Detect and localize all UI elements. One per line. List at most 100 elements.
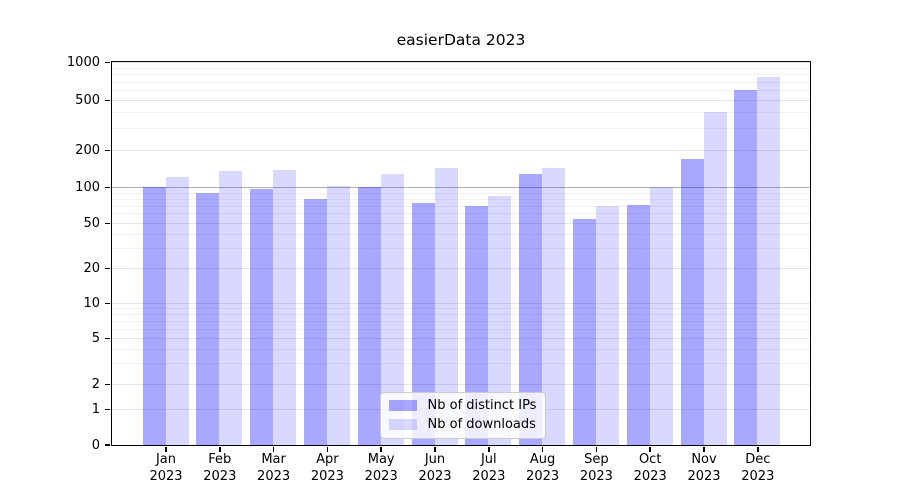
bar-downloads xyxy=(595,206,619,445)
x-tick-label: Jun 2023 xyxy=(403,451,467,485)
grid-minor-line xyxy=(111,67,810,69)
x-tick-month: Aug xyxy=(529,452,556,467)
y-tick-mark xyxy=(105,408,110,411)
grid-minor-line xyxy=(111,90,810,92)
bar-downloads xyxy=(219,171,243,445)
x-tick-label: Apr 2023 xyxy=(295,451,359,485)
y-tick-mark xyxy=(105,302,110,305)
y-tick-mark xyxy=(105,267,110,270)
y-tick-mark xyxy=(105,444,110,446)
x-tick-month: Sep xyxy=(584,452,609,467)
bar-downloads xyxy=(703,112,727,445)
bar-distinct-ips xyxy=(303,198,327,445)
x-tick-mark xyxy=(272,446,275,452)
x-tick-mark xyxy=(434,446,436,452)
grid-minor-line xyxy=(111,213,810,215)
x-tick-month: Jun xyxy=(424,452,446,467)
legend-item-downloads: Nb of downloads xyxy=(388,416,537,433)
y-tick-label: 20 xyxy=(83,260,100,276)
grid-major-line xyxy=(111,267,810,269)
y-tick-mark xyxy=(105,61,110,64)
x-tick-month: Dec xyxy=(745,452,771,467)
legend-label-downloads: Nb of downloads xyxy=(427,416,536,432)
bar-downloads xyxy=(488,196,512,445)
grid-minor-line xyxy=(111,112,810,114)
y-tick-mark xyxy=(105,222,110,225)
x-tick-year: 2023 xyxy=(310,469,344,484)
grid-minor-line xyxy=(111,198,810,200)
bar-distinct-ips xyxy=(626,204,650,445)
grid-major-line xyxy=(111,150,810,152)
bar-distinct-ips xyxy=(680,158,704,445)
x-tick-year: 2023 xyxy=(687,469,721,484)
legend-swatch-distinct-ips-icon xyxy=(388,400,417,411)
x-tick-label: Mar 2023 xyxy=(242,451,306,485)
bar-downloads xyxy=(326,186,350,445)
y-tick-label: 0 xyxy=(91,437,100,453)
bar-downloads xyxy=(380,174,404,445)
y-tick-label: 50 xyxy=(83,215,100,231)
bar-distinct-ips xyxy=(250,189,274,445)
x-tick-year: 2023 xyxy=(633,469,667,484)
x-tick-month: Mar xyxy=(261,452,286,467)
x-tick-month: Jul xyxy=(480,452,497,467)
grid-minor-line xyxy=(111,205,810,207)
bar-downloads xyxy=(273,170,297,445)
x-tick-month: Oct xyxy=(638,452,662,467)
x-tick-mark xyxy=(649,446,651,452)
bar-distinct-ips xyxy=(465,206,489,445)
x-tick-label: May 2023 xyxy=(349,451,413,485)
x-tick-label: Sep 2023 xyxy=(564,451,628,485)
x-tick-month: Jan xyxy=(155,452,177,467)
y-tick-mark xyxy=(105,383,110,386)
y-tick-mark xyxy=(105,149,110,152)
x-tick-label: Nov 2023 xyxy=(672,451,736,485)
y-tick-label: 200 xyxy=(75,143,100,159)
x-tick-label: Dec 2023 xyxy=(726,451,790,485)
bar-distinct-ips xyxy=(411,202,435,445)
x-tick-year: 2023 xyxy=(418,469,452,484)
x-tick-year: 2023 xyxy=(364,469,398,484)
x-tick-mark xyxy=(703,446,705,452)
legend-label-distinct-ips: Nb of distinct IPs xyxy=(427,397,537,413)
y-tick-label: 10 xyxy=(83,295,100,311)
bar-downloads xyxy=(165,177,189,445)
x-tick-mark xyxy=(541,446,544,452)
y-tick-label: 100 xyxy=(75,180,100,196)
grid-minor-line xyxy=(111,247,810,249)
bar-downloads xyxy=(542,167,566,445)
grid-major-line xyxy=(111,302,810,304)
x-tick-label: Feb 2023 xyxy=(188,451,252,485)
y-tick-mark xyxy=(105,337,110,340)
x-tick-year: 2023 xyxy=(579,469,613,484)
x-tick-label: Jul 2023 xyxy=(457,451,521,485)
bar-downloads xyxy=(434,168,458,445)
bar-downloads xyxy=(757,77,781,445)
plot-area: Nb of distinct IPs Nb of downloads xyxy=(110,60,811,446)
grid-major-line xyxy=(111,337,810,339)
x-tick-mark xyxy=(757,446,759,452)
x-tick-month: Nov xyxy=(691,452,717,467)
x-tick-label: Jan 2023 xyxy=(134,451,198,485)
y-tick-label: 1 xyxy=(91,401,100,417)
y-tick-mark xyxy=(105,99,110,102)
grid-major-line xyxy=(111,383,810,385)
bar-distinct-ips xyxy=(572,218,596,445)
grid-major-line xyxy=(111,222,810,224)
x-tick-label: Aug 2023 xyxy=(511,451,575,485)
chart-title: easierData 2023 xyxy=(396,31,526,49)
grid-minor-line xyxy=(111,308,810,310)
x-tick-year: 2023 xyxy=(149,469,183,484)
bar-downloads xyxy=(649,186,673,445)
x-tick-mark xyxy=(488,446,490,452)
bar-distinct-ips xyxy=(357,187,381,445)
grid-minor-line xyxy=(111,233,810,235)
grid-highlight-line-100 xyxy=(111,187,810,189)
bar-distinct-ips xyxy=(142,187,166,445)
legend-item-distinct-ips: Nb of distinct IPs xyxy=(388,397,537,414)
y-tick-label: 5 xyxy=(91,330,100,346)
x-tick-mark xyxy=(326,446,329,452)
x-tick-month: Feb xyxy=(208,452,232,467)
grid-minor-line xyxy=(111,320,810,322)
